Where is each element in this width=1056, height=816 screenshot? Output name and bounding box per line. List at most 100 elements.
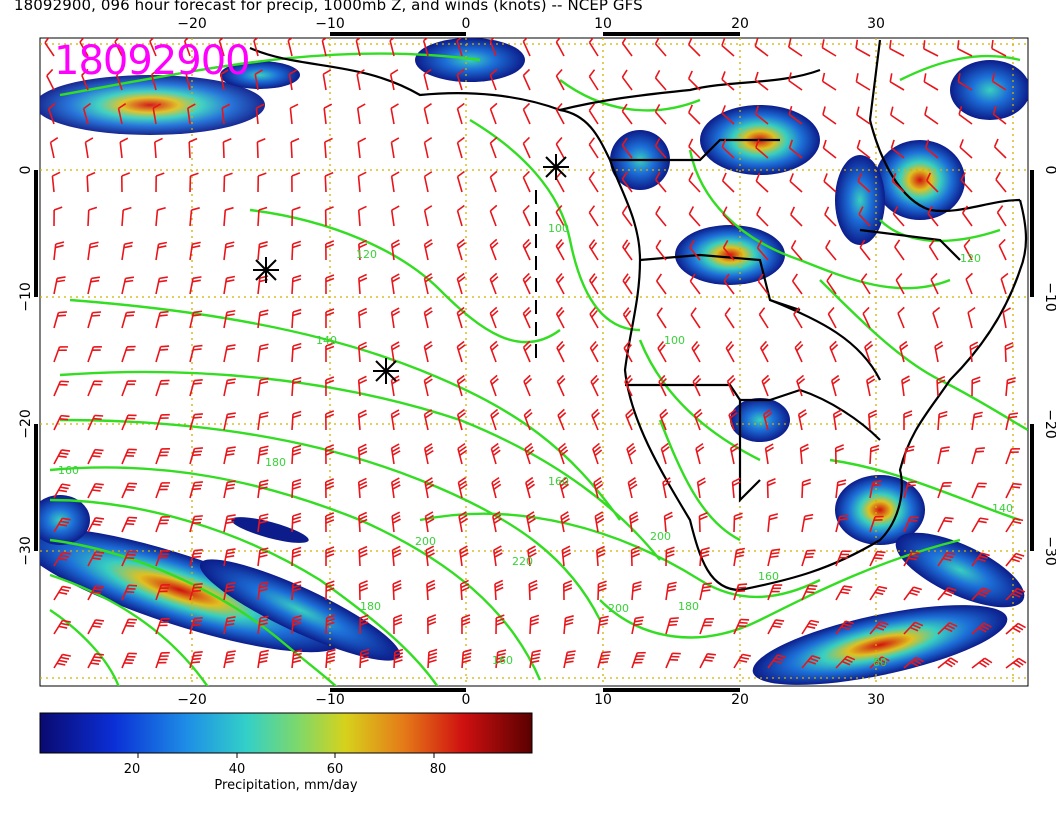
x-tick-label: 10 [594,692,612,708]
wind-barb [456,102,465,125]
wind-barb [223,378,236,397]
wind-barb [423,341,433,363]
contour-label: 200 [650,530,671,543]
wind-barb [821,39,837,57]
wind-barb [890,139,905,159]
wind-barb [359,648,370,669]
wind-barb [489,102,498,125]
y-tick-label: −20 [1042,409,1056,439]
wind-barb [597,580,607,601]
wind-barb [223,616,236,635]
wind-barb [79,38,89,57]
wind-barb [723,273,735,295]
wind-barb [889,73,905,91]
wind-barb [1005,552,1025,567]
wind-barb [355,38,364,57]
wind-barb [597,615,609,635]
wind-barb [53,206,63,227]
wind-barb [257,581,269,601]
wind-barb [121,345,136,363]
wind-barb [223,344,236,363]
wind-barb [791,273,803,295]
wind-barb [257,479,269,499]
wind-barb [1005,622,1026,635]
wind-barb [834,444,845,465]
x-tick-label: 0 [462,692,471,708]
wind-barb [155,310,169,329]
wind-barb [894,239,905,261]
wind-barb [390,341,400,363]
wind-barb [291,478,302,499]
wind-barb [588,205,599,227]
x-tick-label: 0 [462,16,471,32]
wind-barb [971,482,987,499]
wind-barb [325,376,335,397]
wind-barb [821,72,837,91]
wind-barb [971,517,989,533]
wind-barb [291,274,302,295]
contour-labels: 120 140 160 180 160 200 220 200 180 160 … [58,222,1013,669]
pressure-center-marker [543,154,569,180]
wind-barb [189,616,203,635]
wind-barbs [44,38,1027,669]
wind-barb [323,103,333,125]
wind-barb [801,478,812,499]
wind-barb [555,272,565,295]
wind-barb [53,449,71,465]
wind-barb [731,477,741,499]
wind-barb [788,72,803,91]
wind-barb [755,172,769,193]
wind-barb [936,375,946,397]
wind-barb [46,68,55,91]
wind-barb [623,341,633,363]
wind-barb [865,375,876,397]
wind-barb [150,68,159,91]
wind-barb [291,308,302,329]
wind-barb [869,480,882,499]
wind-barb [858,206,871,227]
wind-barb [325,580,335,601]
wind-barb [223,480,236,499]
wind-barb [223,582,236,601]
wind-barb [257,513,269,533]
wind-barb [53,346,69,363]
wind-barb [629,511,639,533]
wind-barb [325,614,336,635]
wind-barb [423,443,434,465]
wind-barb [114,38,123,57]
x-tick-label: −10 [315,16,345,32]
wind-barb [325,648,336,669]
wind-barb [855,73,871,91]
contour-label: 120 [356,248,377,261]
wind-barb [389,69,399,91]
wind-barb [971,376,981,397]
wind-barb [457,442,468,465]
wind-barb [324,137,333,159]
wind-barb [189,413,203,431]
wind-barb [699,653,716,669]
wind-barb [1005,482,1022,499]
y-axis-left: 0 −10 −20 −30 [18,166,34,566]
wind-barb [890,106,905,125]
wind-barb [926,172,939,193]
wind-barb [522,38,531,57]
wind-barb [957,73,973,91]
wind-barb [801,549,816,567]
wind-barb [51,171,61,193]
wind-barb [257,445,269,465]
wind-barb [767,548,781,567]
wind-barb [86,171,96,193]
wind-barb [857,173,871,193]
wind-barb [621,137,633,159]
wind-barb [325,512,335,533]
wind-barb [869,444,880,465]
wind-barb [423,409,433,431]
wind-barb [427,614,437,635]
wind-barb [621,205,633,227]
wind-barb [971,411,983,431]
wind-barb [456,38,465,57]
wind-barb [563,615,574,635]
wind-barb [187,103,196,125]
wind-barb [937,516,954,533]
wind-barb [522,238,532,261]
